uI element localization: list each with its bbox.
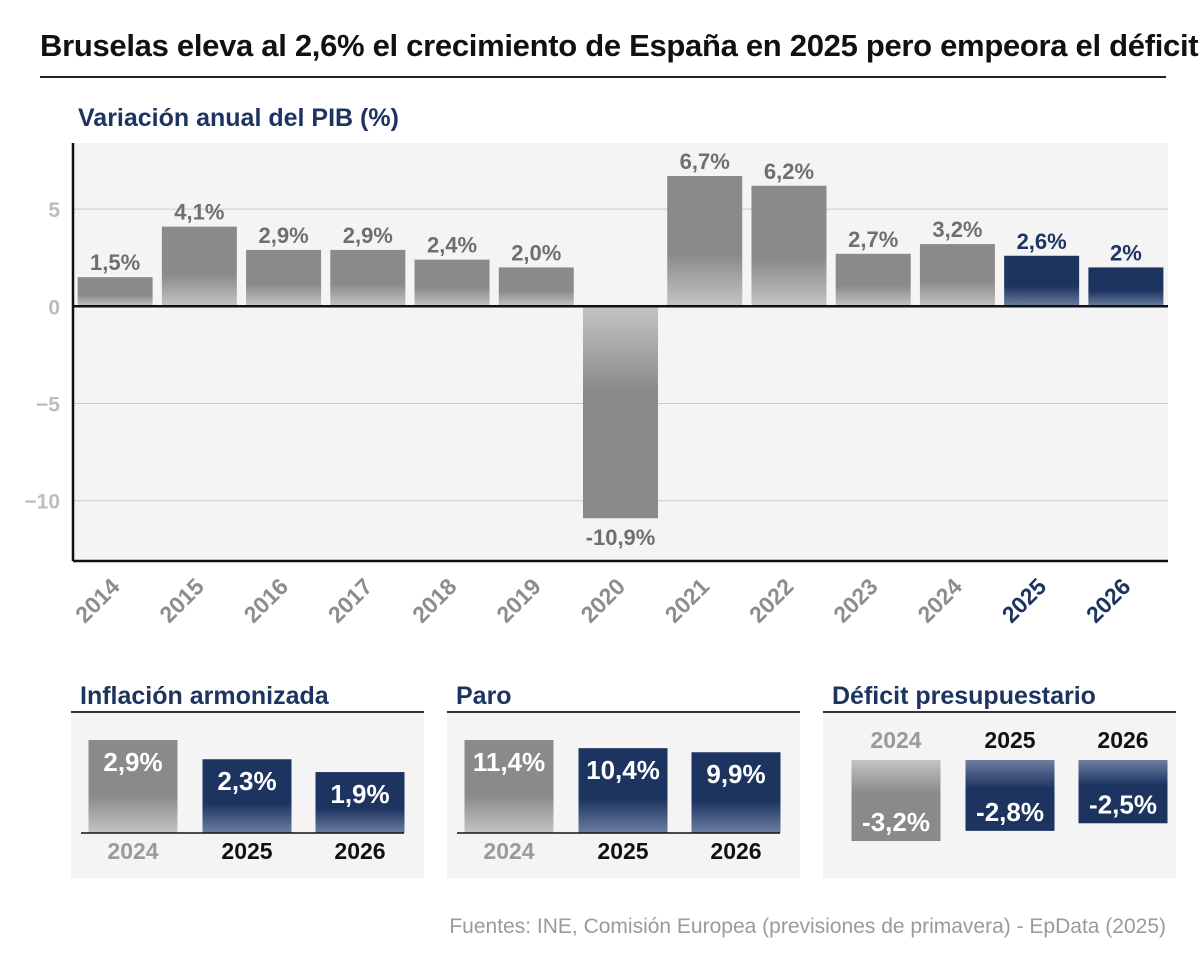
gdp-value-label: 2,7% (848, 227, 898, 252)
indicator-value-label: -3,2% (862, 807, 930, 837)
gdp-value-label: 2,9% (258, 223, 308, 248)
unemployment-panel-title: Paro (456, 682, 512, 710)
indicator-bar-2024 (88, 740, 178, 833)
y-tick-label: 5 (48, 199, 60, 222)
x-tick-label: 2019 (491, 573, 546, 628)
gdp-bar-2018 (414, 259, 490, 307)
inflation-panel-title: Inflación armonizada (80, 682, 329, 710)
indicator-year-label: 2024 (483, 838, 534, 864)
gdp-bar-2024 (919, 244, 995, 307)
gdp-bar-2017 (330, 249, 406, 307)
indicator-value-label: 9,9% (706, 759, 765, 789)
gdp-value-label: 4,1% (174, 200, 224, 225)
panel-2: 11,4% 2024 10,4% 2025 9,9% 2026 (447, 711, 800, 878)
gdp-bar-chart: 5 0 −5 −10 1,5% 4,1% 2,9% 2,9% 2,4% 2,0% -10,9% 6,… (24, 143, 1168, 628)
indicator-bar-2024 (851, 760, 941, 841)
gdp-bar-2021 (667, 176, 743, 307)
x-tick-label: 2015 (154, 573, 209, 628)
x-tick-label: 2014 (70, 573, 125, 628)
indicator-bar-2025 (202, 759, 292, 833)
gdp-value-label: 2,9% (343, 223, 393, 248)
gdp-value-label: 2% (1110, 240, 1142, 265)
source-note: Fuentes: INE, Comisión Europea (previsio… (449, 915, 1166, 938)
indicator-year-label: 2025 (221, 838, 272, 864)
indicator-bar-2025 (578, 748, 668, 833)
x-tick-label: 2017 (323, 573, 378, 628)
y-tick-label: −10 (24, 491, 60, 514)
gdp-value-label: 6,7% (680, 149, 730, 174)
indicator-value-label: -2,5% (1089, 789, 1157, 819)
panel-3: -3,2% 2024 -2,8% 2025 -2,5% 2026 (823, 711, 1176, 878)
x-tick-label: 2026 (1081, 573, 1136, 628)
indicator-value-label: 10,4% (586, 755, 660, 785)
indicator-value-label: 2,3% (217, 766, 276, 796)
indicator-bar-2026 (315, 772, 405, 833)
panel-1: 2,9% 2024 2,3% 2025 1,9% 2026 (71, 711, 424, 878)
gdp-value-label: 2,0% (511, 240, 561, 265)
gdp-value-label: 1,5% (90, 250, 140, 275)
chart-title: Bruselas eleva al 2,6% el crecimiento de… (40, 28, 1199, 63)
gdp-value-label: 2,4% (427, 233, 477, 258)
indicator-value-label: 1,9% (330, 779, 389, 809)
deficit-panel-title: Déficit presupuestario (832, 682, 1096, 710)
gdp-value-label: 6,2% (764, 159, 814, 184)
indicator-year-label: 2024 (107, 838, 158, 864)
x-tick-label: 2022 (744, 573, 799, 628)
gdp-bar-2016 (246, 249, 322, 307)
indicator-year-label: 2026 (1097, 727, 1148, 753)
x-tick-label: 2021 (660, 573, 715, 628)
x-tick-label: 2024 (912, 573, 967, 628)
x-tick-label: 2023 (828, 573, 883, 628)
indicator-year-label: 2026 (710, 838, 761, 864)
indicator-year-label: 2025 (984, 727, 1035, 753)
indicator-year-label: 2025 (597, 838, 648, 864)
gdp-value-label: -10,9% (586, 525, 656, 550)
indicator-panels: 2,9% 2024 2,3% 2025 1,9% 2026 11,4% 2024 10,4% 20… (71, 711, 1176, 878)
gdp-value-label: 2,6% (1017, 229, 1067, 254)
y-tick-label: −5 (36, 394, 60, 417)
gdp-bar-2014 (77, 277, 153, 307)
x-tick-label: 2016 (239, 573, 294, 628)
gdp-bar-2022 (751, 185, 827, 307)
gdp-chart-title: Variación anual del PIB (%) (78, 104, 399, 132)
y-tick-label: 0 (48, 296, 60, 319)
x-tick-label: 2020 (575, 573, 630, 628)
gdp-bar-2025 (1004, 255, 1080, 307)
gdp-value-label: 3,2% (932, 217, 982, 242)
x-tick-label: 2025 (997, 573, 1052, 628)
gdp-bar-2019 (498, 267, 574, 307)
gdp-bar-2020 (583, 306, 658, 519)
gdp-bar-2026 (1088, 267, 1164, 307)
indicator-bar-2025 (965, 760, 1055, 831)
indicator-value-label: -2,8% (976, 797, 1044, 827)
indicator-value-label: 2,9% (103, 747, 162, 777)
gdp-bar-2015 (161, 226, 237, 307)
indicator-year-label: 2026 (334, 838, 385, 864)
indicator-value-label: 11,4% (473, 747, 545, 777)
title-divider (40, 76, 1166, 78)
indicator-year-label: 2024 (870, 727, 921, 753)
indicator-bar-2026 (1078, 760, 1168, 824)
indicator-bar-2024 (464, 740, 554, 833)
gdp-bar-2023 (835, 253, 911, 307)
indicator-bar-2026 (691, 752, 781, 833)
x-tick-label: 2018 (407, 573, 462, 628)
